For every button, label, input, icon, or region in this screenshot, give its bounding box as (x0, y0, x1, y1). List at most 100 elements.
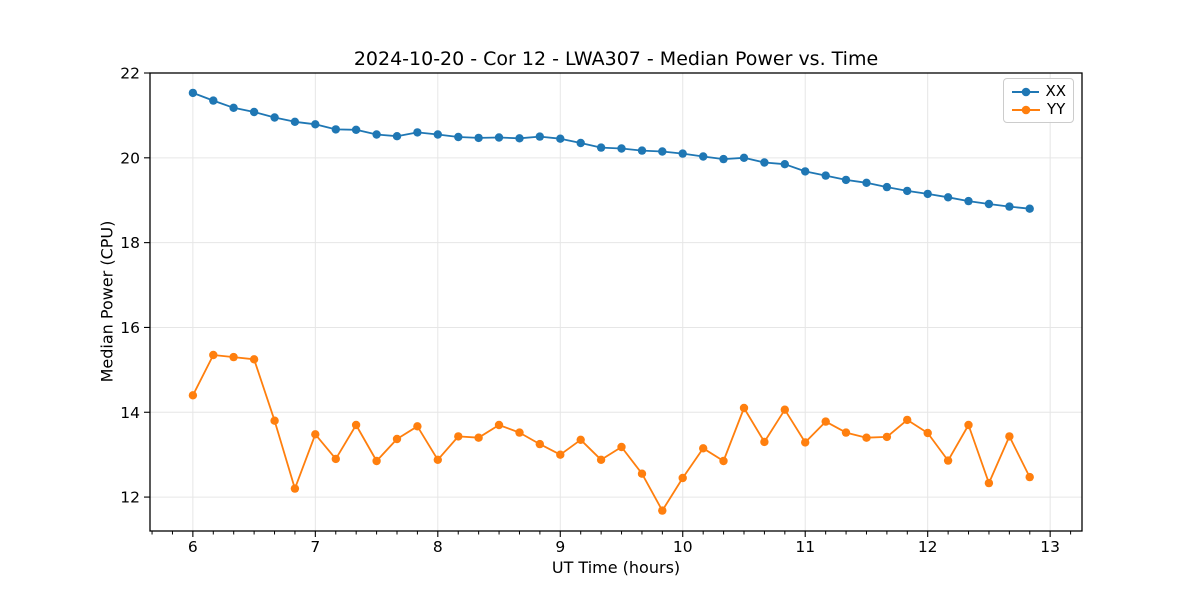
y-tick-label: 18 (120, 234, 140, 252)
data-point-XX (760, 158, 769, 167)
legend-marker-YY (1012, 105, 1040, 114)
data-point-YY (1025, 472, 1034, 482)
data-point-XX (984, 199, 994, 209)
data-point-YY (433, 455, 442, 464)
data-point-YY (229, 352, 238, 362)
data-point-YY (372, 456, 381, 466)
data-point-XX (372, 130, 381, 139)
data-point-YY (454, 432, 463, 441)
data-point-YY (413, 422, 422, 431)
data-point-XX (964, 196, 973, 206)
data-point-XX (311, 120, 320, 129)
series-YY (188, 350, 1034, 515)
data-point-XX (392, 132, 402, 141)
data-point-XX (515, 134, 524, 143)
data-point-XX (188, 88, 198, 98)
data-point-YY (1005, 432, 1014, 441)
data-point-YY (596, 455, 606, 464)
data-point-XX (678, 149, 687, 158)
data-point-YY (331, 454, 340, 464)
data-point-XX (535, 132, 544, 141)
gridlines (150, 72, 1082, 531)
x-axis-ticks: 6 7 8 9 10 11 12 13 (188, 531, 1060, 556)
x-tick-label: 9 (555, 538, 565, 556)
data-point-YY (209, 350, 218, 360)
series-line-YY (192, 354, 1031, 512)
data-point-XX (249, 107, 259, 117)
data-point-YY (535, 439, 544, 449)
data-point-YY (780, 405, 789, 414)
chart-title: 2024-10-20 - Cor 12 - LWA307 - Median Po… (353, 48, 879, 70)
data-point-YY (984, 478, 994, 488)
data-point-YY (474, 433, 483, 442)
data-point-XX (617, 144, 626, 153)
data-point-XX (576, 138, 585, 148)
data-point-XX (454, 132, 463, 142)
data-point-YY (290, 484, 300, 493)
data-point-YY (678, 473, 687, 483)
data-point-XX (739, 153, 749, 162)
data-point-XX (433, 130, 442, 139)
data-point-XX (719, 154, 728, 164)
x-tick-label: 8 (433, 538, 443, 556)
plot-border (149, 72, 1083, 532)
data-point-XX (882, 182, 892, 192)
data-point-XX (637, 146, 647, 155)
series-XX (188, 88, 1034, 213)
data-point-YY (311, 430, 320, 439)
x-tick-label: 13 (1040, 538, 1060, 556)
x-minor-ticks (151, 531, 1072, 535)
data-point-YY (801, 438, 810, 447)
legend-entry-YY: YY (1011, 102, 1066, 117)
data-point-XX (658, 147, 667, 156)
legend-entry-XX: XX (1011, 84, 1066, 99)
data-point-XX (780, 160, 789, 169)
y-tick-label: 20 (120, 149, 140, 167)
legend-label: XX (1045, 82, 1066, 100)
data-point-XX (494, 133, 504, 142)
data-point-YY (556, 450, 565, 459)
data-point-YY (903, 415, 912, 425)
legend: XX YY (1003, 78, 1074, 123)
data-point-YY (882, 432, 892, 442)
x-tick-label: 10 (673, 538, 693, 556)
data-point-YY (494, 420, 504, 430)
data-point-YY (739, 403, 749, 413)
data-point-XX (841, 175, 851, 185)
data-point-XX (351, 125, 361, 134)
legend-label: YY (1047, 100, 1066, 118)
data-point-YY (862, 433, 871, 442)
data-point-YY (821, 417, 830, 426)
data-point-YY (351, 420, 361, 430)
data-point-XX (474, 133, 483, 143)
x-tick-label: 12 (918, 538, 938, 556)
data-point-XX (943, 193, 953, 202)
data-point-YY (964, 420, 973, 430)
data-point-XX (290, 117, 300, 127)
data-point-XX (821, 171, 830, 180)
data-point-YY (841, 428, 851, 437)
data-point-YY (270, 416, 279, 425)
legend-marker-XX (1012, 87, 1040, 96)
data-point-YY (637, 469, 647, 478)
x-axis-label: UT Time (hours) (551, 558, 681, 577)
data-point-YY (760, 437, 769, 447)
data-point-YY (188, 391, 198, 400)
data-point-YY (943, 456, 953, 465)
data-point-XX (331, 125, 340, 134)
y-tick-label: 12 (120, 489, 140, 507)
data-point-XX (903, 186, 912, 196)
data-point-YY (699, 444, 708, 453)
data-point-YY (392, 434, 402, 444)
data-point-YY (617, 442, 626, 452)
data-point-XX (229, 103, 238, 113)
data-point-YY (576, 435, 585, 444)
data-point-XX (413, 128, 422, 137)
x-tick-label: 11 (795, 538, 815, 556)
data-point-XX (1025, 204, 1034, 213)
y-tick-label: 22 (120, 65, 140, 83)
y-tick-label: 14 (120, 404, 140, 422)
data-point-XX (862, 178, 871, 187)
